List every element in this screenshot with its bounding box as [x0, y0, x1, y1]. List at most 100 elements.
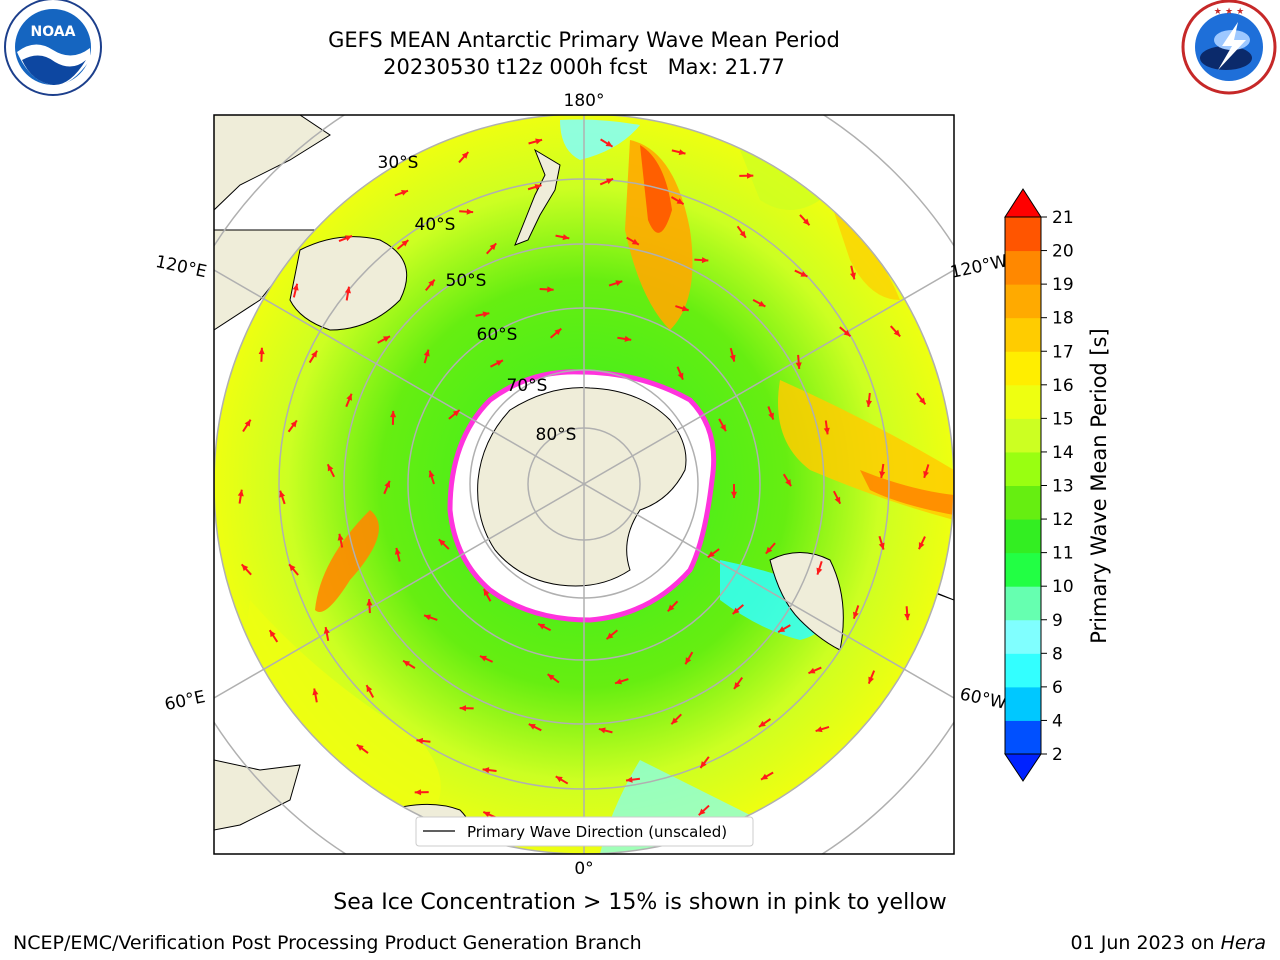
- wave-arrow: [605, 629, 619, 640]
- colorbar-tick-label: 6: [1052, 678, 1063, 698]
- wave-arrow: [823, 420, 830, 435]
- map-legend: Primary Wave Direction (unscaled): [415, 816, 754, 847]
- wave-arrow: [438, 538, 450, 550]
- colorbar-tick-label: 14: [1052, 443, 1074, 463]
- wave-arrow: [626, 236, 640, 246]
- wave-arrow: [808, 666, 822, 675]
- wave-arrow: [733, 676, 744, 690]
- wave-arrow: [423, 349, 430, 364]
- lon-label-120e: 120°E: [154, 252, 209, 282]
- wave-arrow: [839, 326, 852, 337]
- colorbar-segment: [1005, 217, 1041, 252]
- wave-arrow: [760, 771, 774, 781]
- wave-arrow: [878, 535, 885, 550]
- lon-label-0: 0°: [574, 859, 593, 879]
- wave-arrow: [479, 655, 494, 663]
- wave-arrow: [889, 325, 901, 338]
- wave-arrow: [794, 269, 808, 278]
- colorbar-segment: [1005, 451, 1041, 486]
- wave-arrow: [694, 257, 709, 264]
- wave-arrow: [684, 651, 694, 665]
- wave-arrow: [758, 718, 772, 728]
- wave-arrow: [765, 542, 776, 555]
- wave-arrow: [482, 767, 497, 774]
- colorbar-tick-label: 16: [1052, 376, 1074, 396]
- wave-arrow: [527, 184, 542, 191]
- noaa-logo-text: NOAA: [31, 24, 76, 40]
- wave-arrow: [288, 563, 299, 576]
- wave-arrow: [815, 725, 830, 733]
- map-frame: [213, 114, 955, 855]
- colorbar-tick-label: 15: [1052, 409, 1074, 429]
- lat-label-50s: 50°S: [446, 271, 487, 291]
- wave-arrow: [732, 604, 744, 615]
- footer-date: 01 Jun 2023 on Hera: [1071, 932, 1266, 954]
- wave-arrow: [547, 673, 560, 684]
- wave-arrow: [268, 629, 279, 643]
- wave-arrow: [625, 776, 641, 783]
- wave-arrow: [428, 470, 435, 485]
- footer-date-text: 01 Jun 2023 on: [1070, 932, 1221, 954]
- wave-arrow: [599, 177, 614, 186]
- wave-arrow: [675, 305, 690, 312]
- wave-arrow: [240, 563, 252, 576]
- wave-arrow: [394, 547, 401, 562]
- lat-label-60s: 60°S: [477, 325, 518, 345]
- wave-arrow: [739, 172, 754, 179]
- wave-arrow: [833, 490, 842, 505]
- wave-arrow: [308, 350, 318, 364]
- wave-arrow: [416, 737, 431, 744]
- wave-arrow: [528, 723, 542, 732]
- wave-arrow: [879, 463, 886, 479]
- colorbar-tick-label: 11: [1052, 544, 1074, 564]
- colorbar-tick-label: 2: [1052, 745, 1063, 765]
- svg-text:★ ★ ★: ★ ★ ★: [1214, 7, 1244, 17]
- wave-arrow: [338, 234, 353, 243]
- wave-arrow: [279, 490, 286, 505]
- colorbar-tick-label: 20: [1052, 242, 1074, 262]
- colorbar-segment: [1005, 284, 1041, 319]
- colorbar-segment: [1005, 485, 1041, 520]
- lat-label-80s: 80°S: [536, 425, 577, 445]
- wave-arrow: [816, 561, 823, 575]
- colorbar-segment: [1005, 686, 1041, 721]
- noaa-logo: NOAA: [4, 0, 102, 96]
- wave-arrow: [736, 225, 747, 239]
- wave-arrow: [459, 705, 474, 712]
- lat-label-40s: 40°S: [415, 215, 456, 235]
- wave-arrow: [729, 347, 736, 362]
- wave-arrow: [390, 410, 397, 425]
- wave-arrow: [394, 189, 409, 197]
- wave-arrow: [718, 418, 727, 432]
- wave-arrow: [528, 138, 543, 145]
- legend-label: Primary Wave Direction (unscaled): [467, 823, 727, 841]
- wave-arrow: [292, 283, 299, 298]
- lat-label-70s: 70°S: [507, 376, 548, 396]
- wave-arrow: [237, 489, 244, 504]
- wave-arrow: [752, 298, 766, 308]
- wave-arrow: [287, 419, 298, 433]
- sea-ice-caption: Sea Ice Concentration > 15% is shown in …: [333, 890, 947, 915]
- colorbar-segment: [1005, 418, 1041, 453]
- colorbar-tick-label: 18: [1052, 309, 1074, 329]
- lon-label-180: 180°: [564, 91, 605, 111]
- wave-arrow: [918, 536, 926, 550]
- wave-arrow: [600, 138, 614, 148]
- wave-arrow: [555, 234, 570, 241]
- wave-arrow: [555, 775, 569, 785]
- chart-title: GEFS MEAN Antarctic Primary Wave Mean Pe…: [328, 28, 840, 52]
- wave-arrow: [670, 713, 682, 725]
- colorbar-extend-low: [1004, 753, 1042, 782]
- colorbar-segment: [1005, 552, 1041, 587]
- wave-arrow: [345, 393, 353, 408]
- chart-subtitle: 20230530 t12z 000h fcst Max: 21.77: [383, 55, 785, 79]
- wave-arrow: [402, 659, 416, 669]
- colorbar-tick-label: 19: [1052, 275, 1074, 295]
- wave-arrow: [242, 419, 252, 433]
- wave-arrow: [537, 622, 552, 632]
- wave-arrow: [423, 614, 438, 621]
- wave-direction-arrows: [237, 138, 930, 832]
- wave-arrow: [849, 265, 856, 280]
- colorbar-segment: [1005, 351, 1041, 386]
- wave-arrow: [366, 599, 373, 614]
